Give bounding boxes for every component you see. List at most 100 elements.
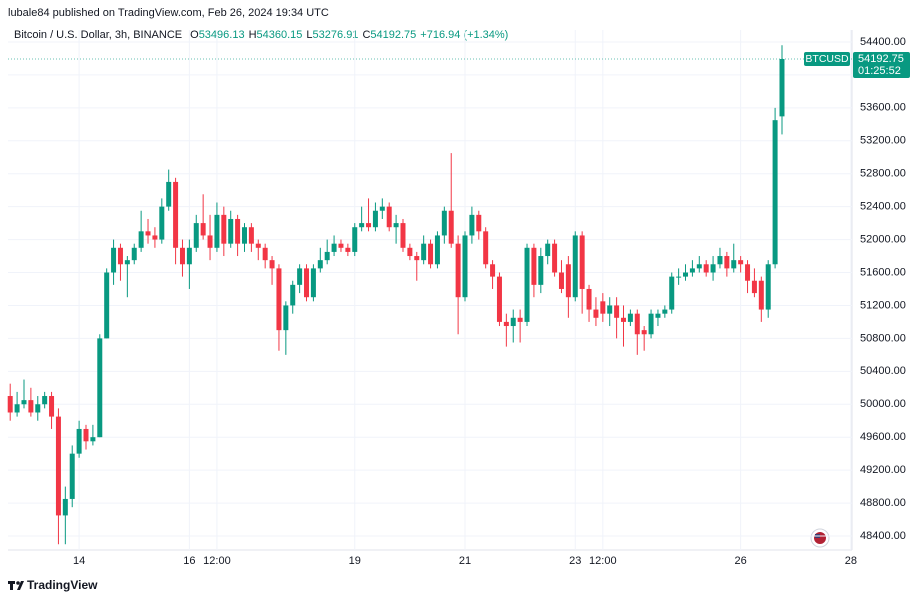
candle-body [779, 59, 785, 117]
candle-body [428, 243, 434, 265]
candle-body [304, 268, 310, 298]
candle-body [676, 276, 682, 278]
candle-body [297, 268, 303, 285]
ohlc-value: 53276.91 [313, 29, 359, 41]
candle-body [331, 243, 337, 252]
candle-body [186, 247, 192, 265]
candle-body [462, 235, 468, 298]
x-tick-label: 16 [183, 555, 195, 567]
candle-body [655, 313, 661, 318]
candle-body [558, 272, 564, 289]
candle-body [400, 223, 406, 248]
candle-body [731, 260, 737, 269]
y-tick-label: 50400.00 [860, 365, 906, 377]
y-tick-label: 52000.00 [860, 233, 906, 245]
ohlc-value: 54360.15 [257, 29, 303, 41]
candle-body [407, 247, 413, 257]
candle-body [469, 214, 475, 236]
y-tick-label: 52400.00 [860, 201, 906, 213]
candle-body [117, 247, 123, 265]
candle-body [76, 428, 82, 454]
x-tick-label: 21 [459, 555, 471, 567]
candle-body [758, 280, 764, 310]
candle-body [696, 264, 702, 269]
candle-body [338, 243, 344, 248]
candle-body [538, 256, 544, 285]
candle-body [579, 235, 585, 289]
brand-logo [8, 581, 24, 590]
candle-body [641, 330, 647, 335]
candle-body [104, 272, 110, 339]
candle-body [317, 260, 323, 269]
candle-body [62, 498, 68, 516]
candle-body [772, 120, 778, 265]
candle-body [55, 416, 61, 516]
candle-body [421, 243, 427, 261]
x-tick-label: 19 [349, 555, 361, 567]
candle-body [366, 223, 372, 228]
candle-body [510, 317, 516, 327]
price-tag [853, 52, 910, 79]
x-tick-label: 14 [73, 555, 85, 567]
candle-body [593, 309, 599, 318]
candle-body [614, 305, 620, 318]
candle-body [572, 235, 578, 298]
candle-body [751, 280, 757, 294]
candle-body [703, 264, 709, 273]
candle-body [235, 218, 241, 244]
candle-body [221, 214, 227, 244]
candle-body [276, 268, 282, 331]
candle-body [517, 317, 523, 322]
y-tick-label: 50800.00 [860, 332, 906, 344]
candle-body [524, 247, 530, 322]
candle-body [483, 231, 489, 265]
x-tick-label: 23 [569, 555, 581, 567]
y-tick-label: 48400.00 [860, 530, 906, 542]
candle-body [310, 268, 316, 298]
candle-body [255, 243, 261, 248]
y-tick-label: 52800.00 [860, 168, 906, 180]
candle-body [228, 218, 234, 244]
candle-body [648, 313, 654, 335]
candle-body [290, 284, 296, 306]
candle-body [159, 206, 165, 240]
candle-body [248, 227, 254, 244]
candle-body [545, 243, 551, 257]
candle-body [600, 301, 606, 314]
ohlc-label: C [362, 29, 370, 41]
candle-body [503, 321, 509, 327]
candle-body [552, 243, 558, 273]
candle-body [138, 231, 144, 248]
y-tick-label: 54400.00 [860, 36, 906, 48]
candle-body [586, 288, 592, 310]
candle-body [627, 313, 633, 322]
candle-body [386, 206, 392, 228]
candle-body [97, 338, 103, 438]
candle-body [414, 256, 420, 261]
y-tick-label: 50000.00 [860, 398, 906, 410]
candle-body [738, 260, 744, 265]
candle-body [393, 223, 399, 228]
candle-body [7, 396, 13, 413]
symbol-legend: Bitcoin / U.S. Dollar, 3h, BINANCE O 53496… [14, 29, 508, 41]
candle-body [669, 276, 675, 310]
y-tick-label: 48800.00 [860, 497, 906, 509]
candle-body [455, 243, 461, 298]
candle-body [717, 256, 723, 265]
y-tick-label: 51600.00 [860, 266, 906, 278]
candle-body [179, 247, 185, 265]
candle-body [531, 247, 537, 285]
candle-body [241, 227, 247, 244]
candle-body [345, 247, 351, 252]
candle-body [200, 223, 206, 236]
candle-body [683, 272, 689, 277]
candle-body [69, 453, 75, 499]
price-tag-value: 54192.75 [858, 53, 904, 65]
candle-body [124, 260, 130, 265]
candle-body [620, 317, 626, 322]
candle-body [565, 264, 571, 298]
published-line: lubale84 published on TradingView.com, F… [8, 7, 329, 19]
ohlc-label: O [190, 29, 199, 41]
ohlc-label: H [249, 29, 257, 41]
